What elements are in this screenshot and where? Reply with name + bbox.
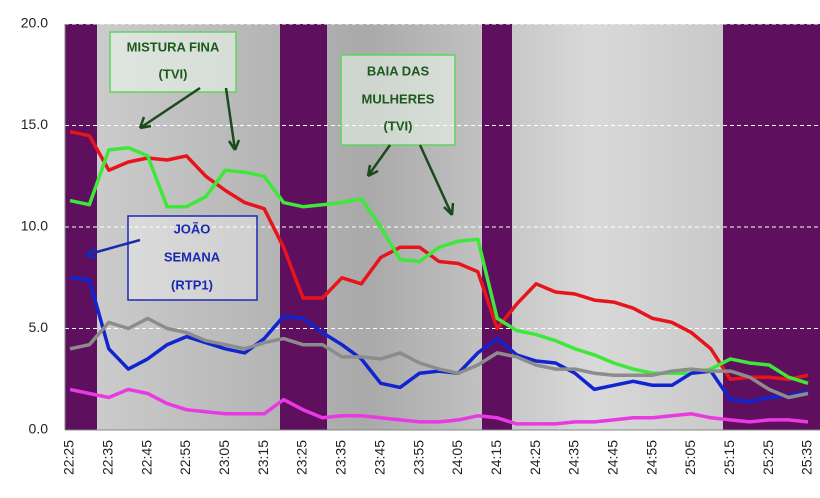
annotation-text: MISTURA FINA	[127, 39, 220, 54]
y-tick-label: 20.0	[21, 15, 48, 31]
annotation-text: SEMANA	[164, 249, 221, 264]
x-tick-label: 24:35	[566, 440, 582, 475]
x-tick-label: 24:05	[449, 440, 465, 475]
chart: MISTURA FINA (TVI) BAIA DAS MULHERES (TV…	[0, 0, 820, 493]
annotation-text: BAIA DAS	[367, 63, 430, 78]
annotation-text: JOÃO	[174, 221, 211, 236]
annotation-text: (RTP1)	[171, 277, 213, 292]
x-tick-label: 23:15	[255, 440, 271, 475]
x-tick-label: 22:35	[100, 440, 116, 475]
annotation-text: (TVI)	[159, 66, 188, 81]
annotation-text: MULHERES	[362, 91, 435, 106]
x-tick-label: 23:55	[410, 440, 426, 475]
x-tick-label: 23:25	[294, 440, 310, 475]
x-tick-label: 25:35	[799, 440, 815, 475]
x-tick-label: 25:15	[721, 440, 737, 475]
x-tick-label: 25:05	[682, 440, 698, 475]
x-tick-label: 25:25	[760, 440, 776, 475]
x-tick-label: 23:35	[333, 440, 349, 475]
y-tick-label: 0.0	[29, 421, 49, 437]
y-tick-label: 15.0	[21, 116, 48, 132]
y-tick-label: 10.0	[21, 218, 48, 234]
x-tick-label: 23:05	[216, 440, 232, 475]
x-tick-label: 24:45	[604, 440, 620, 475]
x-tick-label: 24:15	[488, 440, 504, 475]
x-tick-label: 22:55	[177, 440, 193, 475]
x-tick-label: 23:45	[371, 440, 387, 475]
annotation-text: (TVI)	[384, 118, 413, 133]
x-tick-label: 24:55	[643, 440, 659, 475]
x-tick-label: 24:25	[527, 440, 543, 475]
x-tick-label: 22:25	[61, 440, 77, 475]
x-tick-label: 22:45	[138, 440, 154, 475]
y-tick-label: 5.0	[29, 319, 49, 335]
